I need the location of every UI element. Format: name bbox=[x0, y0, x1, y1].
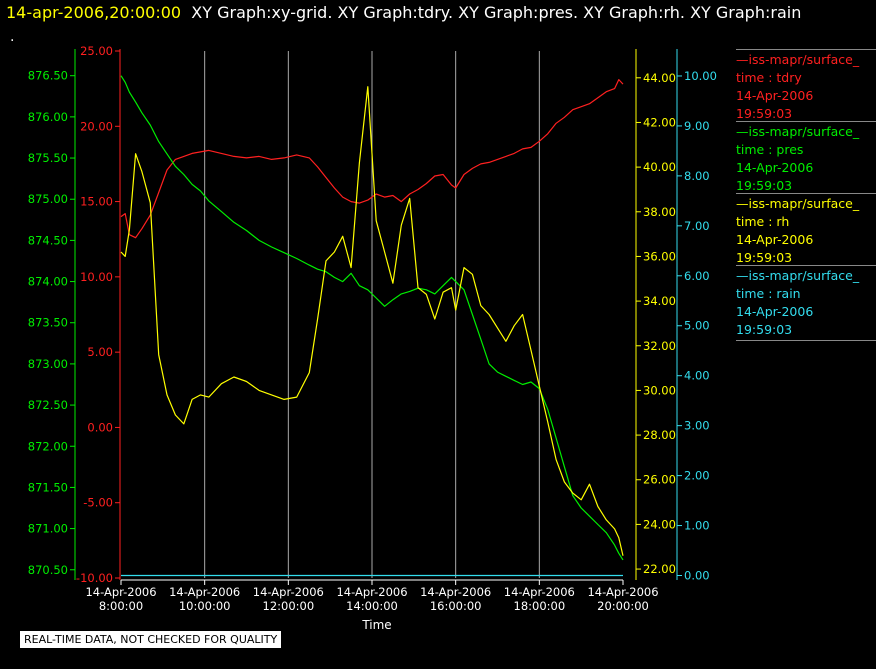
y-tick-label-rh: 22.00 bbox=[643, 562, 676, 576]
legend-source: —iss-mapr/surface_ bbox=[736, 52, 860, 67]
y-tick-label-pres: 872.00 bbox=[28, 439, 68, 453]
y-tick-label-pres: 871.50 bbox=[28, 480, 68, 494]
y-tick-label-pres: 876.00 bbox=[28, 110, 68, 124]
y-tick-label-tdry: -10.00 bbox=[76, 571, 113, 585]
y-tick-label-rain: 9.00 bbox=[684, 119, 710, 133]
y-tick-label-pres: 876.50 bbox=[28, 69, 68, 83]
y-tick-label-rh: 30.00 bbox=[643, 383, 676, 397]
quality-note: REAL-TIME DATA, NOT CHECKED FOR QUALITY bbox=[20, 631, 282, 648]
legend-source: —iss-mapr/surface_ bbox=[736, 196, 860, 211]
legend-date: 14-Apr-2006 bbox=[736, 88, 814, 103]
legend-variable: time : rain bbox=[736, 286, 801, 301]
y-tick-label-rain: 2.00 bbox=[684, 469, 710, 483]
x-tick-label-time: 16:00:00 bbox=[430, 599, 482, 613]
y-tick-label-rh: 34.00 bbox=[643, 294, 676, 308]
y-tick-label-pres: 871.00 bbox=[28, 522, 68, 536]
y-tick-label-tdry: 0.00 bbox=[87, 420, 113, 434]
x-tick-label-date: 14-Apr-2006 bbox=[169, 585, 240, 599]
header-datetime: 14-apr-2006,20:00:00 bbox=[6, 3, 182, 22]
y-tick-label-rain: 3.00 bbox=[684, 419, 710, 433]
x-tick-label-date: 14-Apr-2006 bbox=[504, 585, 575, 599]
y-tick-label-tdry: 20.00 bbox=[80, 119, 113, 133]
y-tick-label-rain: 4.00 bbox=[684, 369, 710, 383]
series-line-pres bbox=[120, 75, 624, 561]
x-tick-label-date: 14-Apr-2006 bbox=[336, 585, 407, 599]
y-tick-label-rain: 1.00 bbox=[684, 519, 710, 533]
y-tick-label-rain: 10.00 bbox=[684, 69, 717, 83]
header: 14-apr-2006,20:00:00 XY Graph:xy-grid. X… bbox=[6, 3, 801, 22]
x-axis-label: Time bbox=[361, 618, 391, 632]
y-tick-label-tdry: -5.00 bbox=[83, 496, 113, 510]
y-tick-label-pres: 870.50 bbox=[28, 563, 68, 577]
legend-entry-rain: —iss-mapr/surface_ time : rain 14-Apr-20… bbox=[736, 265, 876, 342]
x-tick-label-date: 14-Apr-2006 bbox=[85, 585, 156, 599]
series-line-tdry bbox=[120, 78, 624, 239]
y-tick-label-rain: 7.00 bbox=[684, 219, 710, 233]
y-tick-label-rain: 0.00 bbox=[684, 569, 710, 583]
y-tick-label-tdry: 25.00 bbox=[80, 44, 113, 58]
y-tick-label-pres: 874.00 bbox=[28, 275, 68, 289]
y-tick-label-pres: 874.50 bbox=[28, 233, 68, 247]
y-tick-label-pres: 873.00 bbox=[28, 357, 68, 371]
x-tick-label-time: 14:00:00 bbox=[346, 599, 398, 613]
legend-entry-rh: —iss-mapr/surface_ time : rh 14-Apr-2006… bbox=[736, 193, 876, 267]
x-tick-label-time: 18:00:00 bbox=[514, 599, 566, 613]
y-tick-label-rh: 24.00 bbox=[643, 517, 676, 531]
y-tick-label-pres: 873.50 bbox=[28, 316, 68, 330]
y-tick-label-tdry: 5.00 bbox=[87, 345, 113, 359]
y-tick-label-pres: 872.50 bbox=[28, 398, 68, 412]
status-dot: . bbox=[10, 29, 15, 45]
x-tick-label-time: 10:00:00 bbox=[179, 599, 231, 613]
y-tick-label-rain: 5.00 bbox=[684, 319, 710, 333]
y-tick-label-rain: 8.00 bbox=[684, 169, 710, 183]
y-tick-label-rain: 6.00 bbox=[684, 269, 710, 283]
y-tick-label-rh: 44.00 bbox=[643, 71, 676, 85]
y-tick-label-rh: 40.00 bbox=[643, 160, 676, 174]
x-tick-label-date: 14-Apr-2006 bbox=[420, 585, 491, 599]
y-tick-label-pres: 875.50 bbox=[28, 151, 68, 165]
legend-date: 14-Apr-2006 bbox=[736, 304, 814, 319]
x-tick-label-time: 8:00:00 bbox=[99, 599, 143, 613]
series-line-rh bbox=[120, 86, 624, 556]
legend-time: 19:59:03 bbox=[736, 250, 793, 265]
legend-date: 14-Apr-2006 bbox=[736, 232, 814, 247]
y-tick-label-rh: 38.00 bbox=[643, 205, 676, 219]
legend-entry-pres: —iss-mapr/surface_ time : pres 14-Apr-20… bbox=[736, 121, 876, 195]
legend-time: 19:59:03 bbox=[736, 322, 793, 337]
legend-time: 19:59:03 bbox=[736, 106, 793, 121]
legend-variable: time : rh bbox=[736, 214, 790, 229]
x-tick-label-date: 14-Apr-2006 bbox=[587, 585, 658, 599]
y-tick-label-rh: 36.00 bbox=[643, 249, 676, 263]
legend-variable: time : pres bbox=[736, 142, 804, 157]
legend-date: 14-Apr-2006 bbox=[736, 160, 814, 175]
legend-entry-tdry: —iss-mapr/surface_ time : tdry 14-Apr-20… bbox=[736, 49, 876, 123]
x-tick-label-time: 12:00:00 bbox=[263, 599, 315, 613]
y-tick-label-rh: 26.00 bbox=[643, 473, 676, 487]
x-tick-label-date: 14-Apr-2006 bbox=[253, 585, 324, 599]
y-tick-label-pres: 875.00 bbox=[28, 192, 68, 206]
y-tick-label-rh: 42.00 bbox=[643, 115, 676, 129]
legend-source: —iss-mapr/surface_ bbox=[736, 268, 860, 283]
y-tick-label-rh: 32.00 bbox=[643, 339, 676, 353]
y-tick-label-rh: 28.00 bbox=[643, 428, 676, 442]
header-graph-list: XY Graph:xy-grid. XY Graph:tdry. XY Grap… bbox=[191, 3, 802, 22]
legend-time: 19:59:03 bbox=[736, 178, 793, 193]
x-tick-label-time: 20:00:00 bbox=[597, 599, 649, 613]
legend-variable: time : tdry bbox=[736, 70, 802, 85]
y-tick-label-tdry: 15.00 bbox=[80, 195, 113, 209]
legend-source: —iss-mapr/surface_ bbox=[736, 124, 860, 139]
y-tick-label-tdry: 10.00 bbox=[80, 270, 113, 284]
